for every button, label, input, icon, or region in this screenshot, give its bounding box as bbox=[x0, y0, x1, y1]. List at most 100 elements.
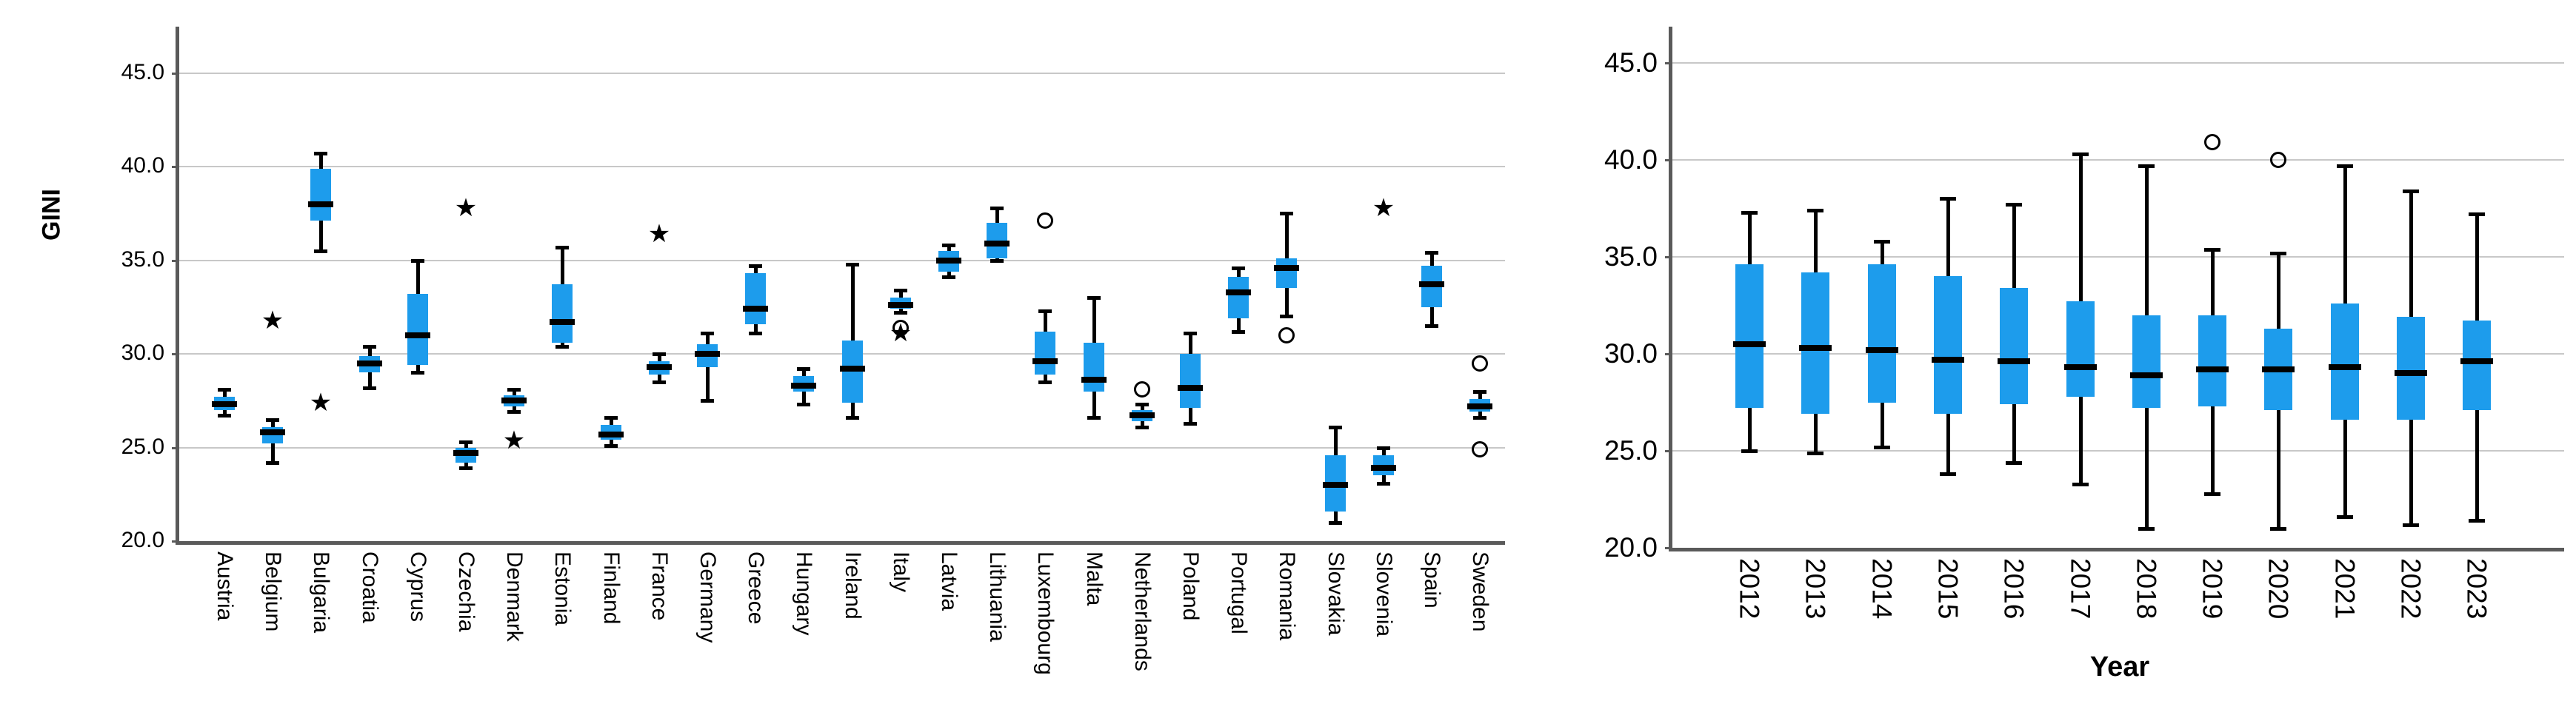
outlier-circle-Sweden-0 bbox=[1472, 355, 1488, 372]
y-tick-label-40.0: 40.0 bbox=[121, 153, 164, 178]
whisker-cap-max-Denmark bbox=[507, 388, 521, 392]
gridline-45.0 bbox=[179, 73, 1505, 74]
median-2021 bbox=[2329, 364, 2361, 370]
whisker-cap-min-2022 bbox=[2403, 523, 2419, 527]
median-Czechia bbox=[453, 450, 478, 456]
x-category-label-Ireland: Ireland bbox=[841, 551, 865, 620]
whisker-cap-min-France bbox=[653, 380, 666, 384]
whisker-cap-min-Portugal bbox=[1232, 330, 1245, 334]
y-tick-label-20.0: 20.0 bbox=[121, 528, 164, 552]
median-Estonia bbox=[550, 319, 575, 325]
x-category-label-Denmark: Denmark bbox=[502, 551, 527, 642]
whisker-cap-min-Finland bbox=[604, 444, 618, 448]
x-axis-line bbox=[1669, 548, 2564, 551]
whisker-cap-max-Croatia bbox=[363, 345, 376, 349]
x-category-label-Malta: Malta bbox=[1082, 551, 1107, 606]
box-Romania bbox=[1276, 258, 1297, 288]
outlier-circle-Italy-0 bbox=[892, 320, 909, 336]
whisker-cap-max-Austria bbox=[218, 388, 231, 392]
box-Portugal bbox=[1228, 277, 1249, 318]
whisker-cap-min-Spain bbox=[1425, 324, 1438, 328]
whisker-cap-min-Malta bbox=[1087, 416, 1101, 420]
whisker-cap-max-Bulgaria bbox=[314, 152, 327, 155]
x-category-label-Poland: Poland bbox=[1178, 551, 1203, 621]
whisker-cap-min-Austria bbox=[218, 414, 231, 417]
x-category-label-Netherlands: Netherlands bbox=[1130, 551, 1155, 671]
outlier-circle-2019-0 bbox=[2204, 134, 2220, 150]
x-category-label-2023: 2023 bbox=[2461, 558, 2492, 620]
y-tick-label-45.0: 45.0 bbox=[1604, 47, 1658, 78]
whisker-cap-min-2016 bbox=[2006, 461, 2022, 465]
median-Lithuania bbox=[984, 241, 1010, 247]
gridline-35.0 bbox=[1672, 256, 2564, 258]
whisker-cap-min-Estonia bbox=[555, 345, 569, 349]
whisker-cap-max-2014 bbox=[1874, 240, 1890, 244]
outlier-circle-Romania-0 bbox=[1278, 327, 1295, 343]
whisker-cap-min-Cyprus bbox=[411, 371, 424, 375]
x-category-label-Slovakia: Slovakia bbox=[1324, 551, 1348, 636]
x-category-label-2012: 2012 bbox=[1734, 558, 1765, 620]
box-2013 bbox=[1801, 272, 1829, 414]
x-category-label-Portugal: Portugal bbox=[1227, 551, 1251, 634]
box-2016 bbox=[2000, 288, 2028, 404]
whisker-cap-min-2013 bbox=[1807, 452, 1823, 455]
box-2017 bbox=[2066, 301, 2095, 397]
whisker-cap-max-Slovenia bbox=[1377, 446, 1390, 450]
whisker-cap-min-Poland bbox=[1184, 422, 1197, 426]
box-2022 bbox=[2397, 317, 2425, 420]
whisker-cap-max-Slovakia bbox=[1329, 426, 1342, 429]
gridline-25.0 bbox=[1672, 450, 2564, 452]
whisker-cap-max-Romania bbox=[1280, 212, 1293, 215]
x-category-label-Luxembourg: Luxembourg bbox=[1033, 551, 1058, 675]
median-Malta bbox=[1081, 377, 1107, 383]
whisker-cap-min-2023 bbox=[2469, 519, 2485, 523]
whisker-cap-min-Netherlands bbox=[1135, 426, 1149, 429]
box-Malta bbox=[1084, 343, 1104, 392]
median-Poland bbox=[1178, 385, 1203, 391]
whisker-cap-min-Croatia bbox=[363, 386, 376, 390]
x-category-label-2017: 2017 bbox=[2065, 558, 2096, 620]
median-Netherlands bbox=[1129, 412, 1155, 418]
whisker-cap-max-Belgium bbox=[266, 418, 279, 422]
y-tick-label-20.0: 20.0 bbox=[1604, 532, 1658, 563]
median-2013 bbox=[1799, 345, 1832, 351]
x-category-label-Lithuania: Lithuania bbox=[985, 551, 1010, 642]
x-category-label-Spain: Spain bbox=[1420, 551, 1444, 608]
x-category-label-Belgium: Belgium bbox=[261, 551, 285, 632]
median-Hungary bbox=[791, 383, 816, 389]
y-tick-label-35.0: 35.0 bbox=[121, 247, 164, 272]
y-tick-label-25.0: 25.0 bbox=[121, 435, 164, 459]
whisker-cap-max-2023 bbox=[2469, 212, 2485, 216]
whisker-cap-min-Ireland bbox=[846, 416, 859, 420]
median-Denmark bbox=[501, 398, 527, 403]
median-2018 bbox=[2130, 372, 2163, 378]
whisker-cap-min-Greece bbox=[749, 332, 762, 335]
y-tick-label-40.0: 40.0 bbox=[1604, 144, 1658, 175]
whisker-cap-min-Hungary bbox=[797, 403, 810, 406]
y-tick-label-45.0: 45.0 bbox=[121, 60, 164, 84]
whisker-cap-max-Ireland bbox=[846, 263, 859, 266]
whisker-cap-min-Luxembourg bbox=[1038, 380, 1052, 384]
whisker-cap-min-2017 bbox=[2072, 483, 2089, 486]
x-category-label-2020: 2020 bbox=[2263, 558, 2294, 620]
median-Germany bbox=[695, 351, 720, 357]
whisker-cap-min-Bulgaria bbox=[314, 249, 327, 253]
whisker-cap-max-Spain bbox=[1425, 251, 1438, 255]
left-y-axis-title: GINI bbox=[37, 189, 66, 241]
y-axis-line bbox=[1669, 27, 1672, 551]
median-Spain bbox=[1419, 281, 1444, 287]
box-Estonia bbox=[552, 284, 573, 343]
median-2020 bbox=[2262, 366, 2295, 372]
gridline-35.0 bbox=[179, 260, 1505, 261]
right-x-axis-title: Year bbox=[2089, 651, 2150, 683]
median-2016 bbox=[1998, 358, 2030, 364]
y-tick-label-30.0: 30.0 bbox=[1604, 338, 1658, 369]
whisker-cap-min-Denmark bbox=[507, 410, 521, 414]
whisker-cap-min-2018 bbox=[2138, 527, 2155, 531]
whisker-cap-max-Greece bbox=[749, 264, 762, 268]
whisker-cap-max-2018 bbox=[2138, 164, 2155, 168]
whisker-cap-max-Cyprus bbox=[411, 259, 424, 263]
box-Luxembourg bbox=[1035, 332, 1055, 375]
median-2014 bbox=[1866, 347, 1898, 353]
median-Portugal bbox=[1226, 289, 1251, 295]
